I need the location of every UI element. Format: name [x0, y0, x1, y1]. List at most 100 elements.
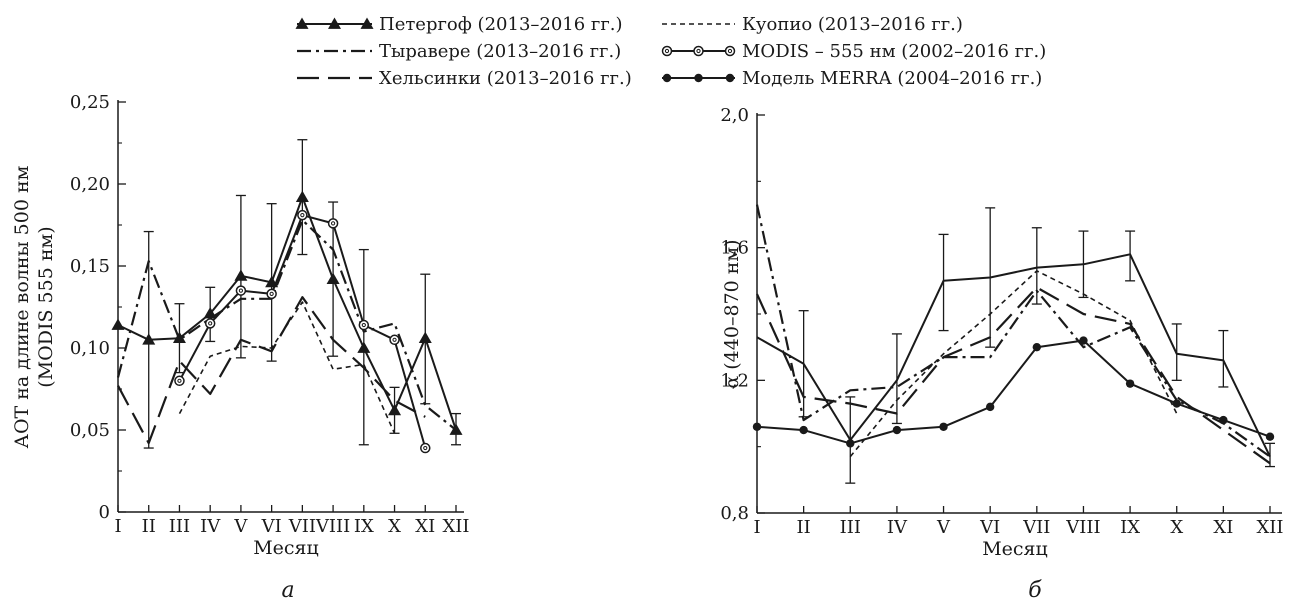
data-point — [234, 269, 248, 281]
x-tick-label: II — [797, 517, 811, 538]
x-tick-label: III — [840, 517, 861, 538]
data-point — [357, 341, 371, 353]
x-tick-label: III — [169, 516, 190, 537]
legend-label-3: Хельсинки (2013–2016 гг.) — [379, 68, 632, 89]
data-point — [418, 331, 432, 344]
y-tick-label: 2,0 — [720, 105, 749, 126]
x-tick-label: IX — [1120, 517, 1140, 538]
x-axis-title: Месяц — [253, 537, 319, 559]
legend-label-4: Куопио (2013–2016 гг.) — [742, 14, 963, 35]
data-point-inner — [269, 291, 274, 296]
x-tick-label: VIII — [315, 516, 350, 537]
x-axis-title: Месяц — [982, 538, 1048, 560]
y-tick-label: 0,20 — [70, 174, 110, 195]
x-tick-label: VII — [288, 516, 316, 537]
series-3 — [117, 296, 426, 445]
x-tick-label: IV — [200, 516, 221, 537]
data-point-inner — [361, 322, 366, 328]
data-point — [939, 422, 948, 431]
data-point — [204, 318, 216, 329]
x-tick-label: I — [114, 516, 121, 537]
data-point — [1079, 336, 1088, 345]
data-point — [326, 272, 340, 284]
data-point-inner — [330, 221, 336, 226]
series-4 — [849, 270, 1178, 458]
data-point — [295, 190, 309, 202]
data-point — [1032, 342, 1042, 352]
data-point — [1219, 415, 1228, 425]
legend-marker-6b — [694, 73, 703, 83]
legend-marker-1a — [295, 17, 309, 29]
series-5 — [752, 336, 1275, 448]
legend-marker-1b — [328, 17, 341, 29]
x-tick-label: VI — [979, 517, 1000, 538]
chart-panel-a: 00,050,100,150,200,25I II III IV V VI VII VIII I… — [11, 92, 470, 603]
series-2 — [116, 219, 457, 431]
x-tick-label: V — [936, 517, 951, 538]
data-point — [846, 439, 855, 448]
legend-label-2: Тыравере (2013–2016 гг.) — [379, 41, 621, 62]
data-point — [752, 422, 762, 431]
series-line-5 — [756, 339, 1271, 445]
y-axis-title-line-2: (MODIS 555 нм) — [35, 226, 57, 387]
x-tick-label: VI — [261, 516, 282, 537]
series-line-3 — [117, 296, 426, 445]
y-axis-title: АОТ на длине волны 500 нм — [11, 165, 33, 448]
x-tick-label: XI — [415, 516, 435, 537]
legend-label-6: Модель MERRA (2004–2016 гг.) — [742, 68, 1042, 89]
data-point-inner — [208, 321, 213, 326]
x-tick-label: XI — [1213, 517, 1233, 538]
x-tick-label: VIII — [1065, 517, 1100, 538]
x-tick-label: V — [233, 516, 248, 537]
legend-marker-6c — [725, 73, 735, 83]
x-tick-label: X — [388, 516, 401, 537]
series-line-2 — [755, 204, 1271, 458]
legend-marker-5b-inner — [696, 48, 701, 54]
data-point — [111, 318, 125, 330]
data-point-inner — [177, 378, 182, 383]
series-1 — [111, 139, 463, 449]
x-tick-label: IV — [887, 517, 908, 538]
data-point — [389, 334, 400, 346]
data-point — [892, 425, 902, 435]
data-point — [327, 218, 339, 229]
data-point — [1172, 399, 1181, 408]
y-tick-label: 0,25 — [70, 92, 110, 113]
y-tick-label: 0 — [99, 502, 110, 523]
data-point-inner — [392, 337, 397, 342]
legend-marker-5a-inner — [664, 48, 670, 54]
data-point — [388, 403, 402, 416]
data-point — [985, 402, 995, 412]
legend-marker-5a — [661, 45, 673, 57]
legend-label-1: Петергоф (2013–2016 гг.) — [379, 14, 623, 35]
data-point — [297, 209, 308, 221]
series-line-4 — [178, 301, 396, 434]
data-point — [1125, 379, 1135, 388]
legend: Петергоф (2013–2016 гг.) Тыравере (2013–2… — [295, 14, 1046, 89]
series-5 — [174, 209, 431, 454]
y-tick-label: 1,6 — [720, 238, 749, 259]
chart-panel-b: 0,81,21,62,0I II III IV V VI VII VIII IX X XI XIIМе… — [720, 105, 1283, 603]
data-point — [235, 285, 247, 296]
panel-label: а — [281, 578, 294, 603]
y-tick-label: 0,05 — [70, 420, 110, 441]
panel-label: б — [1028, 578, 1042, 603]
legend-marker-1c — [360, 17, 374, 29]
series-line-1 — [117, 196, 457, 431]
legend-marker-5b — [693, 45, 704, 57]
y-tick-label: 0,15 — [70, 256, 110, 277]
data-point — [799, 425, 808, 435]
series-line-1 — [756, 253, 1271, 458]
x-tick-label: XII — [442, 516, 469, 537]
y-axis-title: α (440–870 нм) — [721, 239, 743, 388]
data-point — [358, 319, 370, 331]
y-tick-label: 0,8 — [720, 503, 749, 524]
x-tick-label: I — [753, 517, 760, 538]
series-3 — [755, 286, 1271, 465]
x-tick-label: IX — [354, 516, 374, 537]
data-point-inner — [423, 445, 428, 451]
x-tick-label: XII — [1256, 517, 1283, 538]
x-tick-label: VII — [1022, 517, 1050, 538]
legend-label-5: MODIS – 555 нм (2002–2016 гг.) — [742, 41, 1046, 62]
